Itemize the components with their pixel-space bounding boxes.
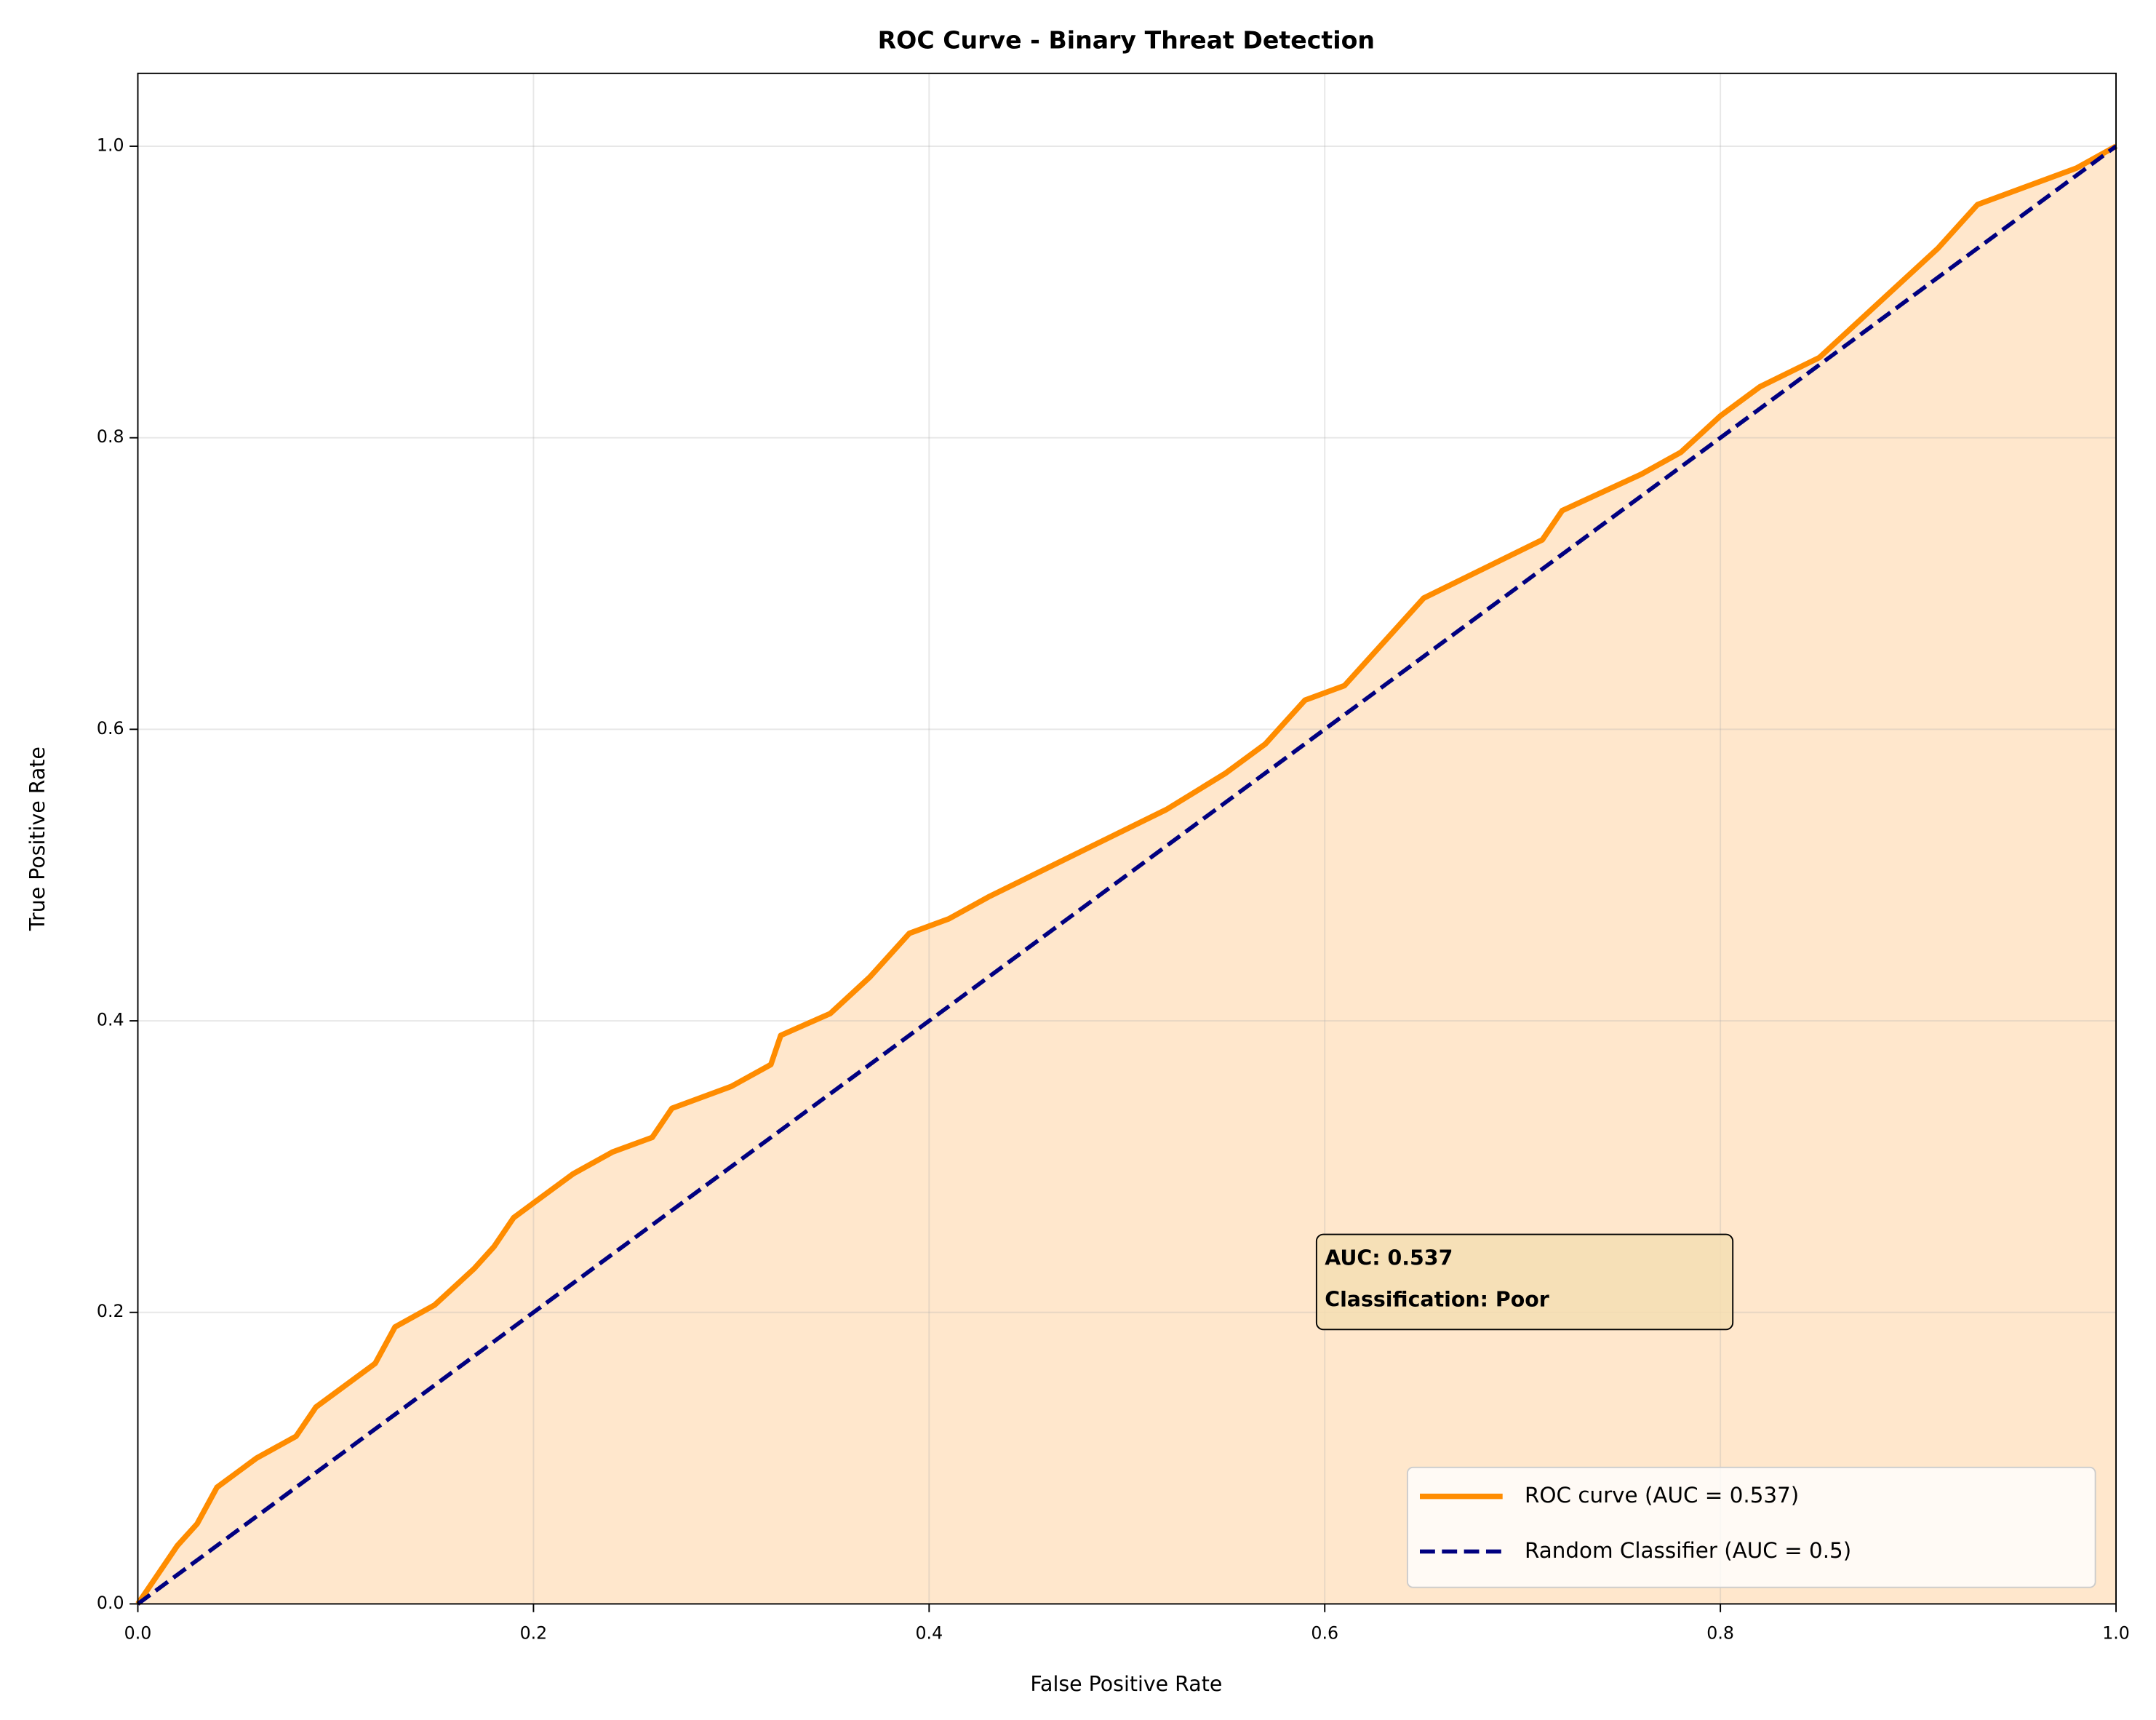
- x-tick-label: 0.8: [1706, 1623, 1734, 1644]
- y-axis-label: True Positive Rate: [25, 746, 49, 931]
- y-tick-label: 0.2: [97, 1301, 124, 1321]
- plot-frame: [137, 72, 2117, 1605]
- annotation-text: Classification: Poor: [1325, 1287, 1549, 1311]
- x-tick-label: 0.6: [1311, 1623, 1338, 1644]
- line-series: [135, 143, 2117, 1606]
- y-tick-label: 0.8: [97, 426, 124, 447]
- y-tick-label: 0.4: [97, 1010, 124, 1030]
- x-tick-label: 0.0: [124, 1623, 152, 1644]
- chart-title: ROC Curve - Binary Threat Detection: [878, 26, 1375, 55]
- legend-label: Random Classifier (AUC = 0.5): [1525, 1538, 1851, 1563]
- x-tick-label: 0.4: [915, 1623, 943, 1644]
- annotation-box: [1315, 1233, 1734, 1331]
- legend-label: ROC curve (AUC = 0.537): [1525, 1483, 1799, 1508]
- y-tick-label: 1.0: [97, 135, 124, 155]
- y-tick-label: 0.0: [97, 1593, 124, 1613]
- line-series: [136, 144, 2117, 1606]
- x-axis-label: False Positive Rate: [1030, 1672, 1222, 1696]
- x-tick-label: 1.0: [2102, 1623, 2130, 1644]
- legend-box: [1406, 1466, 2096, 1588]
- y-tick-label: 0.6: [97, 718, 124, 738]
- x-tick-label: 0.2: [520, 1623, 548, 1644]
- annotation-text: AUC: 0.537: [1325, 1246, 1453, 1270]
